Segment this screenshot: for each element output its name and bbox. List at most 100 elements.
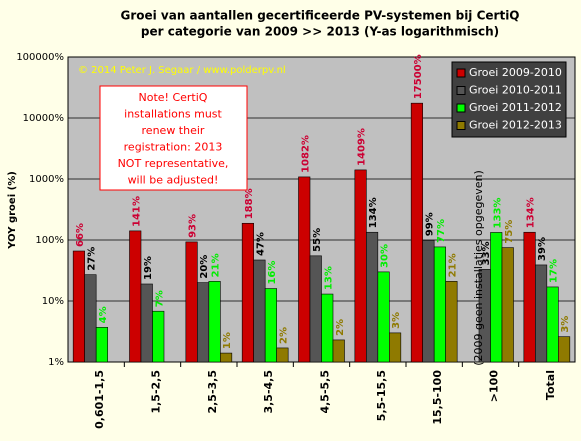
value-label: 2% (278, 327, 289, 344)
legend-swatch (456, 103, 466, 113)
value-label: 77% (436, 219, 447, 243)
bar (377, 271, 390, 363)
bar (84, 274, 97, 363)
y-tick-label: 10000% (23, 113, 64, 124)
value-label: 99% (424, 212, 435, 236)
bar (546, 286, 559, 363)
chart-title: per categorie van 2009 >> 2013 (Y-as log… (141, 25, 499, 39)
bar (220, 352, 233, 363)
bar (332, 339, 345, 363)
bar (185, 241, 198, 363)
y-axis-label: YOY groei (%) (7, 171, 18, 250)
value-label: 134% (368, 197, 379, 228)
bar (558, 336, 571, 363)
note-text: Note! CertiQ (139, 91, 208, 104)
value-label: 1082% (300, 135, 311, 173)
x-tick-label: 4,5-5,5 (319, 370, 332, 414)
legend-swatch (456, 121, 466, 130)
bar (490, 232, 503, 363)
note-text: registration: 2013 (124, 141, 223, 154)
value-label: 39% (537, 237, 548, 261)
bar (140, 283, 153, 363)
value-label: 75% (504, 220, 515, 244)
value-label: 20% (199, 255, 210, 279)
value-label: 93% (188, 214, 199, 238)
value-label: 55% (312, 228, 323, 252)
note-text: renew their (142, 124, 205, 137)
chart-title: Groei van aantallen gecertificeerde PV-s… (120, 9, 519, 23)
value-label: 66% (75, 223, 86, 247)
bar (535, 264, 548, 363)
value-label: 47% (255, 232, 266, 256)
y-tick-label: 1000% (29, 174, 64, 185)
bar (501, 247, 514, 363)
legend-label: Groei 2011-2012 (469, 101, 562, 114)
value-label: 33% (481, 241, 492, 265)
value-label: 17500% (413, 54, 424, 99)
note-box (99, 85, 248, 191)
value-label: 134% (526, 197, 537, 228)
value-label: 3% (560, 316, 571, 333)
credit: © 2014 Peter J. Segaar / www.polderpv.nl (78, 65, 286, 76)
bar (298, 176, 311, 363)
value-label: 21% (211, 253, 222, 277)
x-tick-label: 15,5-100 (431, 370, 444, 425)
x-tick-label: 1,5-2,5 (150, 370, 163, 414)
bar (523, 231, 536, 363)
bar (129, 230, 142, 363)
value-label: 27% (86, 247, 97, 271)
value-label: 17% (549, 259, 560, 283)
bar (241, 222, 254, 363)
value-label: 7% (154, 290, 165, 307)
x-tick-label: 3,5-4,5 (262, 370, 275, 414)
x-tick-label: >100 (488, 370, 501, 403)
value-label: 1% (222, 332, 233, 349)
value-label: 1409% (357, 128, 368, 166)
x-tick-label: 5,5-15,5 (375, 370, 388, 421)
bar (95, 327, 108, 363)
value-label: 141% (131, 196, 142, 227)
value-label: 21% (447, 253, 458, 277)
bar (321, 293, 334, 363)
bar (276, 347, 289, 363)
x-tick-label: 0,601-1,5 (93, 370, 106, 429)
x-tick-label: Total (544, 370, 557, 400)
bar (445, 281, 458, 363)
y-tick-label: 100000% (16, 52, 64, 63)
annotation: (2009 geen installaties opgegeven) (472, 170, 485, 366)
bar (197, 282, 210, 363)
value-label: 2% (335, 319, 346, 336)
value-label: 188% (244, 188, 255, 219)
value-label: 19% (143, 256, 154, 280)
y-tick-label: 1% (48, 357, 64, 368)
legend-label: Groei 2010-2011 (469, 84, 562, 97)
legend-swatch (456, 86, 466, 95)
note-text: will be adjusted! (128, 174, 219, 187)
legend-label: Groei 2009-2010 (469, 66, 562, 79)
legend (451, 61, 567, 138)
bar (264, 288, 277, 363)
bar (152, 310, 165, 363)
bar (72, 250, 85, 363)
value-label: 30% (380, 244, 391, 268)
bar (354, 169, 367, 363)
bar (366, 231, 379, 363)
value-label: 16% (267, 261, 278, 285)
bar (433, 246, 446, 363)
bar (208, 281, 221, 363)
note-text: installations must (124, 108, 222, 121)
bar (309, 255, 322, 363)
value-label: 4% (98, 306, 109, 323)
note-text: NOT representative, (118, 157, 229, 170)
legend-swatch (456, 68, 466, 78)
value-label: 133% (492, 198, 503, 229)
legend-label: Groei 2012-2013 (469, 119, 562, 132)
bar (422, 239, 435, 363)
bar (389, 332, 402, 363)
value-label: 3% (391, 312, 402, 329)
y-tick-label: 100% (35, 235, 64, 246)
x-tick-label: 2,5-3,5 (206, 370, 219, 414)
y-tick-label: 10% (42, 296, 64, 307)
bar (410, 102, 423, 363)
